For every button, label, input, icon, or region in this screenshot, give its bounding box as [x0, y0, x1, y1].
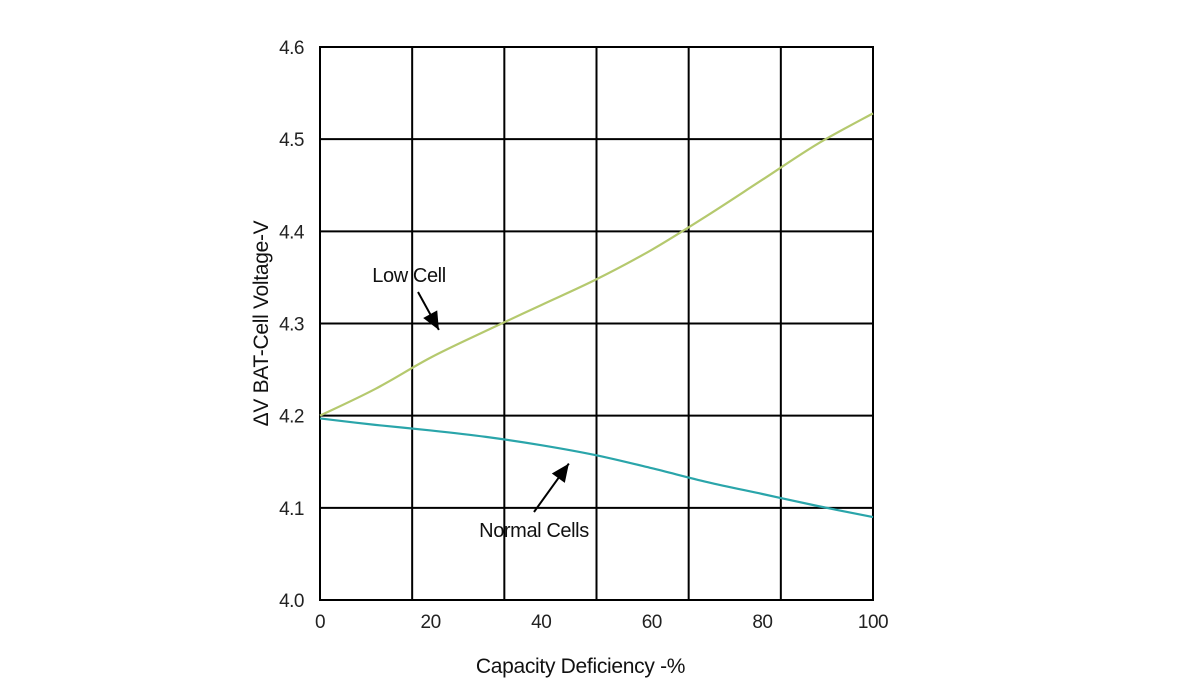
x-tick-label: 60 — [642, 612, 662, 633]
y-axis-label: ΔV BAT-Cell Voltage-V — [250, 220, 273, 426]
x-tick-label: 40 — [531, 612, 551, 633]
y-tick-label: 4.2 — [279, 407, 304, 428]
series-line-low — [319, 112, 874, 417]
x-tick-label: 80 — [752, 612, 772, 633]
y-tick-label: 4.3 — [279, 315, 304, 336]
tick-labels: 4.0 4.1 4.2 4.3 4.4 4.5 4.6 0 20 40 60 80 100 — [279, 38, 889, 633]
y-tick-label: 4.0 — [279, 591, 304, 612]
series-line-normal — [319, 417, 874, 519]
plot-frame — [319, 46, 874, 601]
x-tick-label: 20 — [421, 612, 441, 633]
grid — [320, 47, 873, 600]
y-tick-label: 4.5 — [279, 130, 304, 151]
annotation-low-cell: Low Cell — [372, 265, 446, 287]
y-tick-label: 4.6 — [279, 38, 304, 59]
x-tick-label: 100 — [858, 612, 888, 633]
arrow-low-cell-head — [423, 310, 439, 330]
x-axis-label: Capacity Deficiency -% — [476, 655, 685, 678]
y-tick-label: 4.1 — [279, 499, 304, 520]
series-layer — [319, 112, 874, 519]
x-tick-label: 0 — [315, 612, 325, 633]
annotations: Low Cell Normal Cells — [372, 265, 589, 542]
y-tick-label: 4.4 — [279, 222, 305, 243]
arrow-normal-cells-head — [551, 463, 569, 483]
annotation-normal-cells: Normal Cells — [479, 520, 589, 542]
